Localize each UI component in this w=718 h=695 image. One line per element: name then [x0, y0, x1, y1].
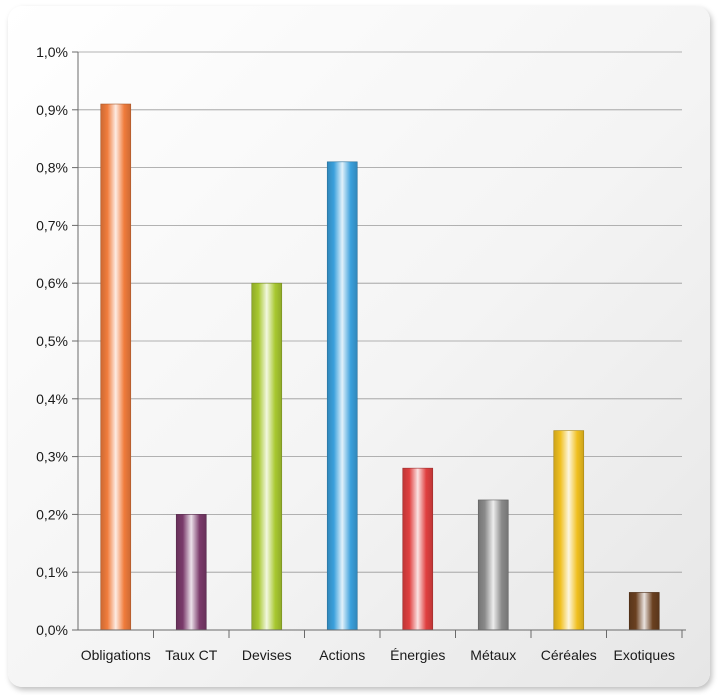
y-tick-label: 0,7% [36, 217, 68, 233]
x-tick-label: Métaux [470, 647, 516, 663]
x-tick-label: Taux CT [165, 647, 218, 663]
y-tick-label: 0,9% [36, 102, 68, 118]
x-tick-label: Exotiques [614, 647, 675, 663]
bar [251, 282, 283, 631]
bar [628, 592, 660, 631]
x-axis-ticks: Obligations Taux CT Devises Actions Énergies… [81, 630, 683, 663]
x-tick-label: Devises [242, 647, 292, 663]
y-tick-label: 0,1% [36, 564, 68, 580]
y-tick-label: 0,8% [36, 160, 68, 176]
bar [100, 103, 132, 631]
x-tick-label: Actions [319, 647, 365, 663]
y-tick-label: 0,4% [36, 391, 68, 407]
bar [477, 499, 509, 631]
bar [553, 430, 585, 631]
bar [326, 161, 358, 631]
y-tick-label: 0,5% [36, 333, 68, 349]
bars [100, 103, 660, 631]
y-tick-label: 0,2% [36, 506, 68, 522]
x-tick-label: Obligations [81, 647, 151, 663]
bar [402, 467, 434, 631]
y-tick-label: 0,6% [36, 275, 68, 291]
y-tick-label: 1,0% [36, 44, 68, 60]
gridlines [78, 51, 682, 573]
y-axis-ticks: 0,0% 0,1% 0,2% 0,3% 0,4% 0,5% 0,6% 0,7% 0,8% 0,9%… [36, 44, 78, 638]
y-tick-label: 0,0% [36, 622, 68, 638]
bar [175, 514, 207, 631]
y-tick-label: 0,3% [36, 449, 68, 465]
x-tick-label: Énergies [390, 647, 445, 663]
x-tick-label: Céréales [541, 647, 597, 663]
